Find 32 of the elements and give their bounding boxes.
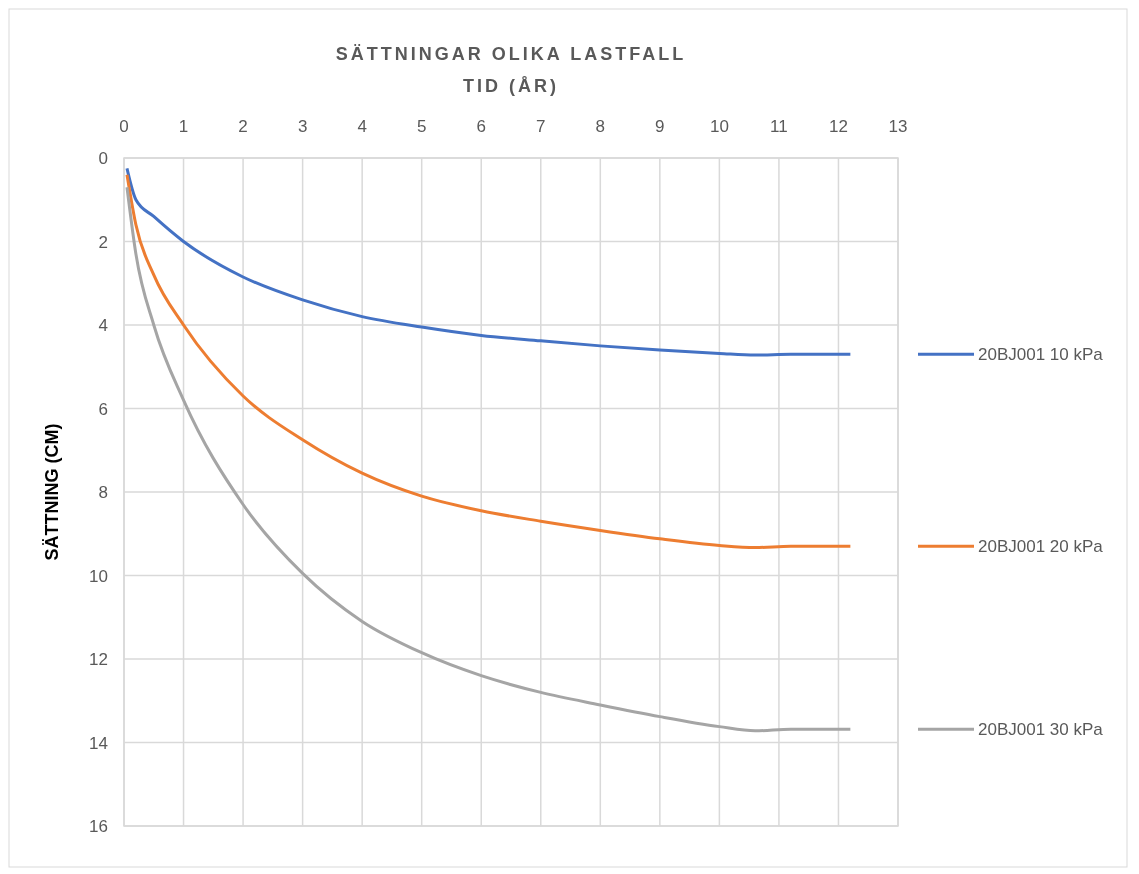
y-tick-label: 8 <box>98 483 108 502</box>
y-tick-label: 0 <box>98 149 108 168</box>
x-tick-label: 9 <box>655 117 665 136</box>
x-tick-label: 1 <box>178 117 189 136</box>
line-series <box>125 185 852 733</box>
y-tick-label: 4 <box>98 316 108 335</box>
legend-label: 20BJ001 10 kPa <box>978 345 1104 365</box>
x-axis-title: TID (ÅR) <box>463 76 559 96</box>
x-tick-label: 3 <box>297 117 308 136</box>
y-axis-title: SÄTTNING (CM) <box>42 423 62 561</box>
chart-title: SÄTTNINGAR OLIKA LASTFALL <box>335 44 687 64</box>
x-tick-label: 5 <box>416 117 427 136</box>
x-tick-label: 7 <box>536 117 546 136</box>
y-tick-label: 12 <box>89 650 108 669</box>
x-tick-label: 11 <box>770 117 788 136</box>
x-tick-label: 10 <box>709 117 729 136</box>
x-tick-label: 2 <box>238 117 248 136</box>
line-series <box>125 166 852 357</box>
legend-label: 20BJ001 30 kPa <box>978 720 1104 740</box>
y-tick-label: 2 <box>98 232 108 252</box>
legend-label: 20BJ001 20 kPa <box>978 537 1104 557</box>
y-tick-label: 6 <box>98 399 108 419</box>
y-tick-label: 16 <box>89 817 108 836</box>
x-tick-label: 12 <box>829 117 848 136</box>
x-tick-label: 4 <box>357 117 367 136</box>
x-tick-label: 6 <box>476 117 486 136</box>
line-series <box>125 173 852 550</box>
x-tick-label: 8 <box>595 117 606 136</box>
x-tick-label: 0 <box>119 117 129 136</box>
y-tick-label: 10 <box>89 566 108 586</box>
x-tick-label: 13 <box>888 117 908 136</box>
y-tick-label: 14 <box>89 733 108 753</box>
